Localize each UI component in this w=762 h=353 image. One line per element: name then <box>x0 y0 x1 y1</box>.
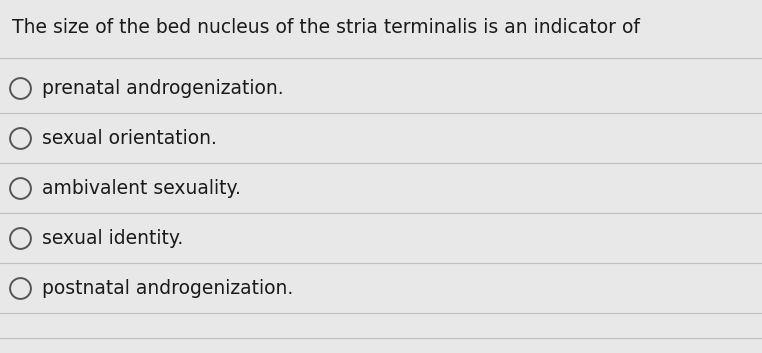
Text: sexual orientation.: sexual orientation. <box>42 128 217 148</box>
Text: sexual identity.: sexual identity. <box>42 228 183 247</box>
Text: postnatal androgenization.: postnatal androgenization. <box>42 279 293 298</box>
Text: The size of the bed nucleus of the stria terminalis is an indicator of: The size of the bed nucleus of the stria… <box>12 18 640 37</box>
Text: prenatal androgenization.: prenatal androgenization. <box>42 78 283 97</box>
Text: ambivalent sexuality.: ambivalent sexuality. <box>42 179 241 197</box>
